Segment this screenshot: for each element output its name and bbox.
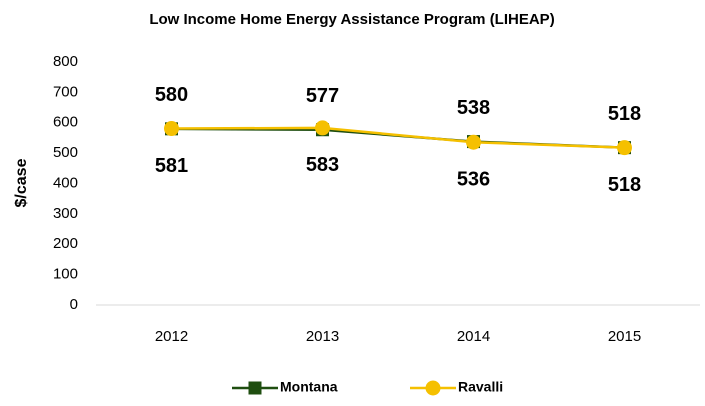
y-tick-label: 400 xyxy=(53,174,78,191)
data-label: 518 xyxy=(608,174,641,196)
y-tick-label: 600 xyxy=(53,114,78,131)
y-tick-label: 700 xyxy=(53,83,78,100)
data-point xyxy=(164,121,179,137)
data-label: 583 xyxy=(306,154,339,176)
series-line xyxy=(171,126,625,149)
data-point xyxy=(466,134,481,150)
x-tick-label: 2014 xyxy=(457,328,490,345)
data-label: 577 xyxy=(306,85,339,107)
y-axis-label: $/case xyxy=(13,158,30,207)
y-tick-label: 500 xyxy=(53,144,78,161)
y-tick-label: 200 xyxy=(53,235,78,252)
data-point xyxy=(617,140,632,156)
y-tick-label: 300 xyxy=(53,205,78,222)
legend-marker xyxy=(248,381,262,395)
chart-title: Low Income Home Energy Assistance Progra… xyxy=(149,11,554,28)
y-tick-label: 100 xyxy=(53,266,78,283)
legend-label: Montana xyxy=(280,379,338,395)
data-point xyxy=(315,120,330,136)
data-label: 581 xyxy=(155,155,188,177)
legend-marker xyxy=(425,380,441,396)
data-label: 518 xyxy=(608,103,641,125)
data-label: 536 xyxy=(457,168,490,190)
y-tick-label: 0 xyxy=(70,296,78,313)
legend-label: Ravalli xyxy=(458,379,503,395)
x-tick-label: 2012 xyxy=(155,328,188,345)
data-label: 538 xyxy=(457,97,490,119)
x-tick-label: 2013 xyxy=(306,328,339,345)
data-label: 580 xyxy=(155,84,188,106)
x-tick-label: 2015 xyxy=(608,328,641,345)
y-tick-label: 800 xyxy=(53,53,78,70)
